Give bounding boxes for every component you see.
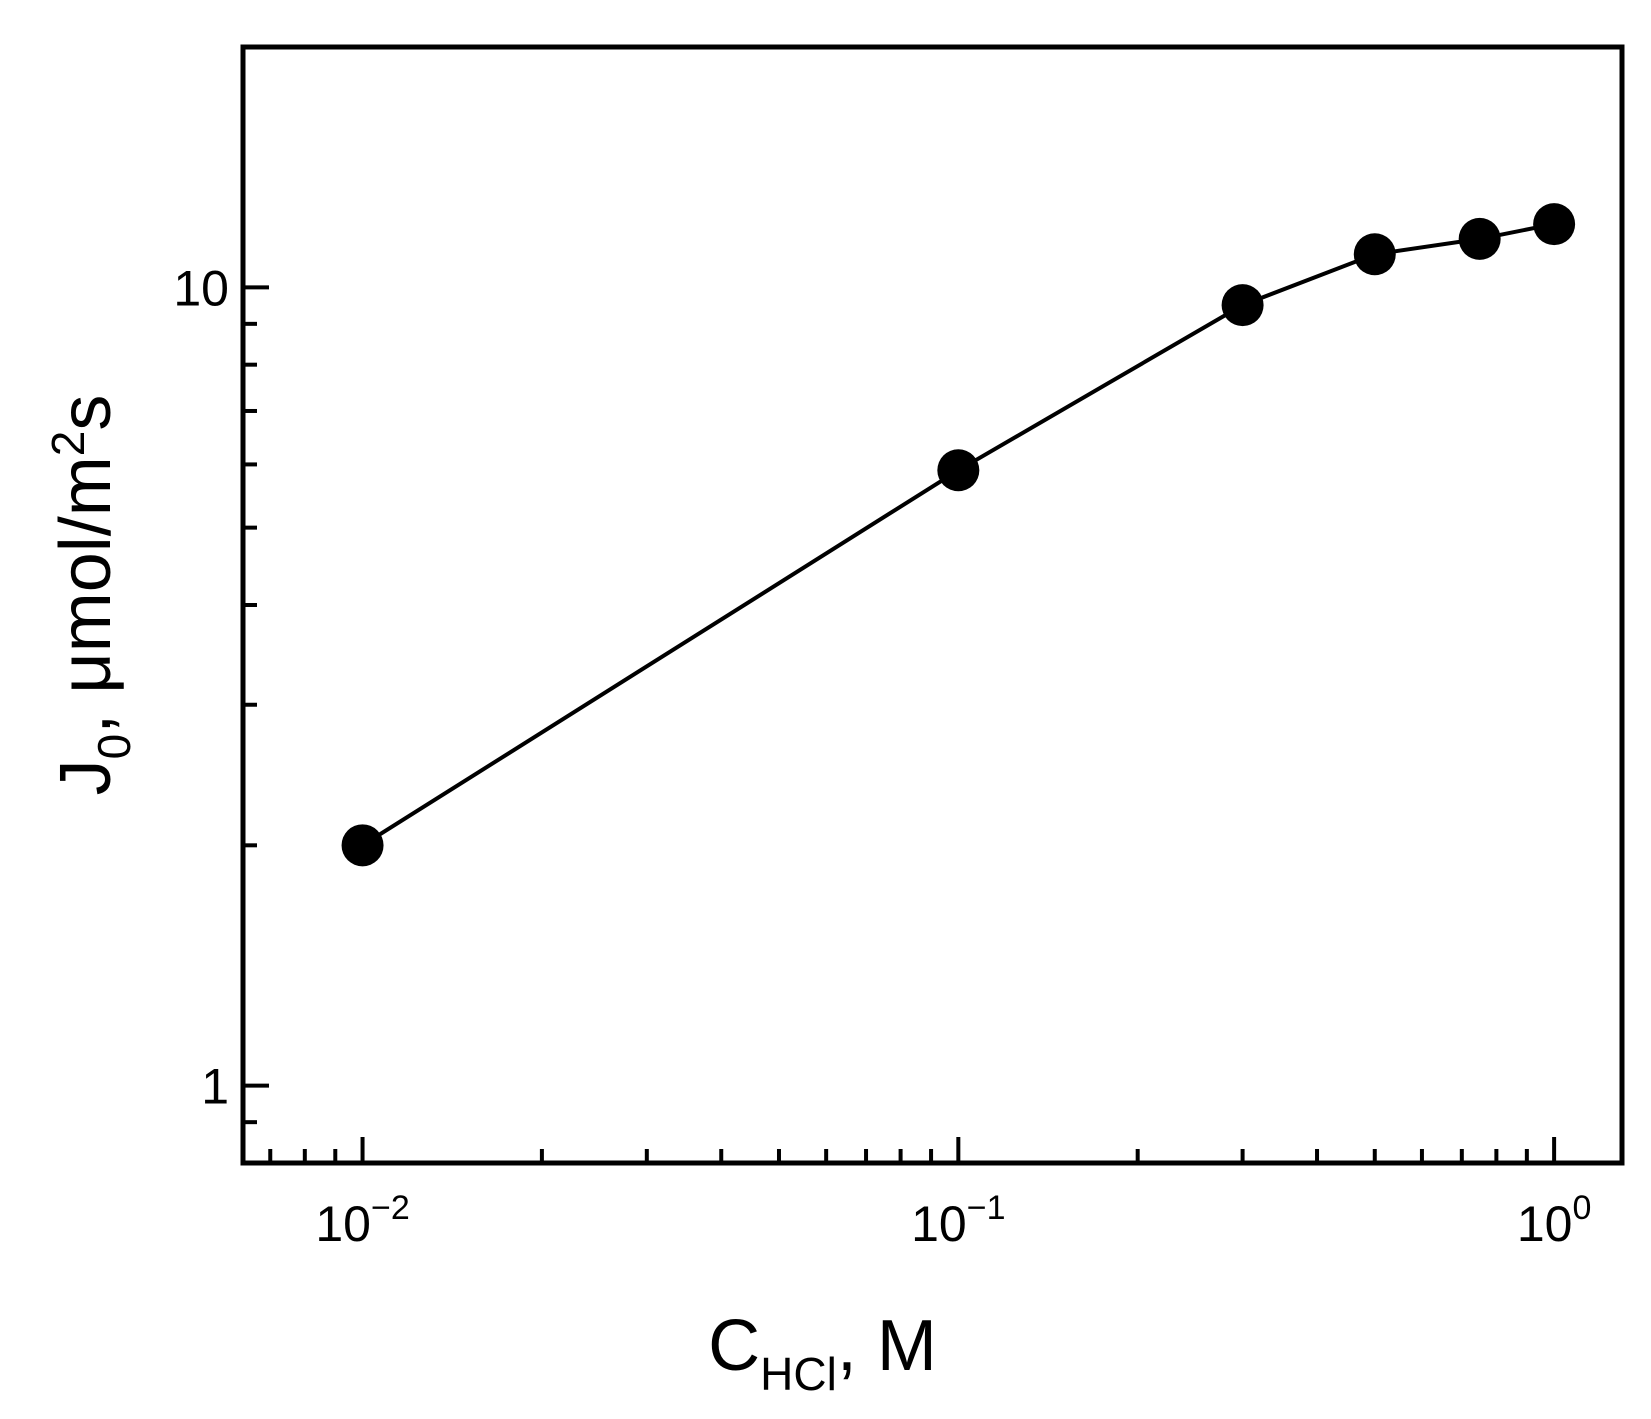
y-axis-label: J0, μmol/m2s bbox=[42, 395, 140, 796]
series-line bbox=[361, 222, 1555, 847]
data-point bbox=[1458, 217, 1501, 260]
axis-ticks bbox=[243, 45, 1557, 1165]
x-tick-label: 10−2 bbox=[315, 1189, 409, 1252]
x-tick-label: 100 bbox=[1517, 1189, 1592, 1252]
data-point bbox=[1221, 284, 1264, 327]
data-point bbox=[341, 824, 384, 867]
data-series bbox=[341, 203, 1576, 867]
plot-frame bbox=[240, 44, 1625, 1166]
y-tick-label: 10 bbox=[173, 260, 229, 316]
data-point bbox=[937, 449, 980, 492]
data-point bbox=[1353, 233, 1396, 276]
x-axis-label: CHCl, M bbox=[708, 1306, 937, 1400]
x-tick-label: 10−1 bbox=[911, 1189, 1005, 1252]
data-point bbox=[1533, 203, 1576, 246]
y-tick-label: 1 bbox=[201, 1059, 229, 1115]
